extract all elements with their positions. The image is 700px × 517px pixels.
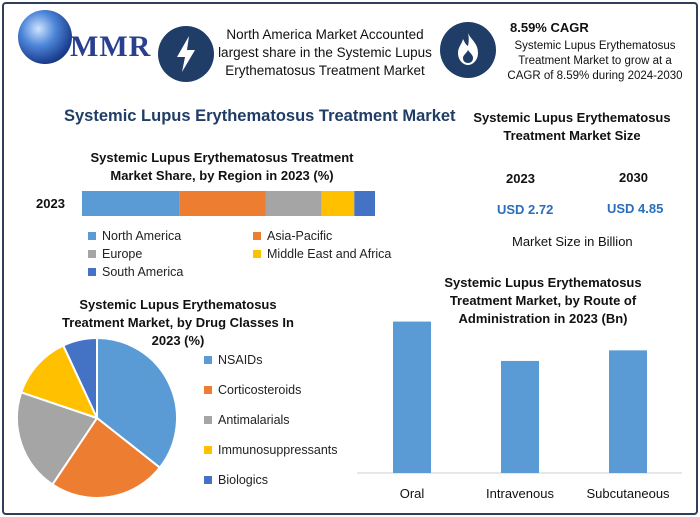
route-chart-title: Systemic Lupus Erythematosus Treatment M…: [444, 275, 642, 326]
legend-swatch: [88, 232, 96, 240]
lightning-icon: [158, 26, 214, 82]
legend-label: Middle East and Africa: [267, 247, 392, 261]
legend-swatch: [204, 386, 212, 394]
legend-swatch: [204, 356, 212, 364]
pie-slice-corticosteroids: [51, 416, 162, 499]
pie-slice-biologics: [61, 336, 98, 419]
market-size-title: Systemic Lupus Erythematosus Treatment M…: [473, 110, 671, 143]
route-bar-oral: [393, 321, 431, 473]
region-chart-title: Systemic Lupus Erythematosus Treatment M…: [90, 150, 354, 183]
legend-label: North America: [102, 229, 182, 243]
page-title: Systemic Lupus Erythematosus Treatment M…: [64, 107, 456, 125]
legend-label: Europe: [102, 247, 143, 261]
drug-legend-item-corticosteroids: Corticosteroids: [204, 383, 301, 397]
market-size-year-2023: 2023: [506, 171, 535, 186]
route-tick-label-subcutaneous: Subcutaneous: [586, 486, 670, 501]
legend-label: Corticosteroids: [218, 383, 302, 397]
legend-swatch: [88, 268, 96, 276]
insight-text: North America Market Accounted largest s…: [218, 27, 432, 78]
cagr-text: Systemic Lupus Erythematosus Treatment M…: [507, 40, 683, 82]
brand-logo: MMR: [70, 30, 152, 63]
drug-legend-item-biologics: Biologics: [204, 473, 268, 487]
pie-slice-nsaids: [96, 336, 178, 470]
legend-swatch: [253, 250, 261, 258]
legend-label: Asia-Pacific: [267, 229, 333, 243]
market-size-unit: Market Size in Billion: [512, 234, 633, 249]
region-legend-item-middle-east-and-africa: Middle East and Africa: [253, 247, 391, 261]
legend-label: NSAIDs: [218, 353, 263, 367]
legend-swatch: [88, 250, 96, 258]
route-tick-label-oral: Oral: [399, 486, 425, 501]
drug-legend-item-antimalarials: Antimalarials: [204, 413, 290, 427]
legend-swatch: [204, 446, 212, 454]
market-size-value-2023: USD 2.72: [497, 202, 554, 217]
legend-label: Biologics: [218, 473, 269, 487]
route-bar-subcutaneous: [609, 350, 647, 473]
region-bar-segment-north-america: [82, 191, 180, 216]
region-legend-item-south-america: South America: [88, 265, 183, 279]
cagr-title: 8.59% CAGR: [510, 20, 589, 35]
region-bar-segment-asia-pacific: [179, 191, 266, 216]
legend-label: South America: [102, 265, 184, 279]
drug-chart-title: Systemic Lupus Erythematosus Treatment M…: [62, 297, 294, 348]
region-legend-item-asia-pacific: Asia-Pacific: [253, 229, 332, 243]
globe-logo-icon: [18, 10, 72, 64]
region-legend-item-north-america: North America: [88, 229, 181, 243]
legend-swatch: [253, 232, 261, 240]
route-bar-intravenous: [501, 360, 539, 473]
market-size-value-2030: USD 4.85: [607, 201, 664, 216]
region-bar-segment-europe: [265, 191, 322, 216]
legend-label: Antimalarials: [218, 413, 290, 427]
flame-icon: [440, 22, 496, 78]
route-tick-label-intravenous: Intravenous: [486, 486, 554, 501]
region-bar-segment-south-america: [354, 191, 375, 216]
pie-slice-immunosuppressants: [19, 344, 99, 420]
pie-slice-antimalarials: [16, 391, 99, 486]
drug-legend-item-immunosuppressants: Immunosuppressants: [204, 443, 338, 457]
region-bar-segment-middle-east-and-africa: [321, 191, 355, 216]
legend-swatch: [204, 476, 212, 484]
legend-label: Immunosuppressants: [218, 443, 338, 457]
market-size-year-2030: 2030: [619, 170, 648, 185]
drug-legend-item-nsaids: NSAIDs: [204, 353, 262, 367]
region-legend-item-europe: Europe: [88, 247, 142, 261]
legend-swatch: [204, 416, 212, 424]
region-year-label: 2023: [36, 196, 65, 211]
